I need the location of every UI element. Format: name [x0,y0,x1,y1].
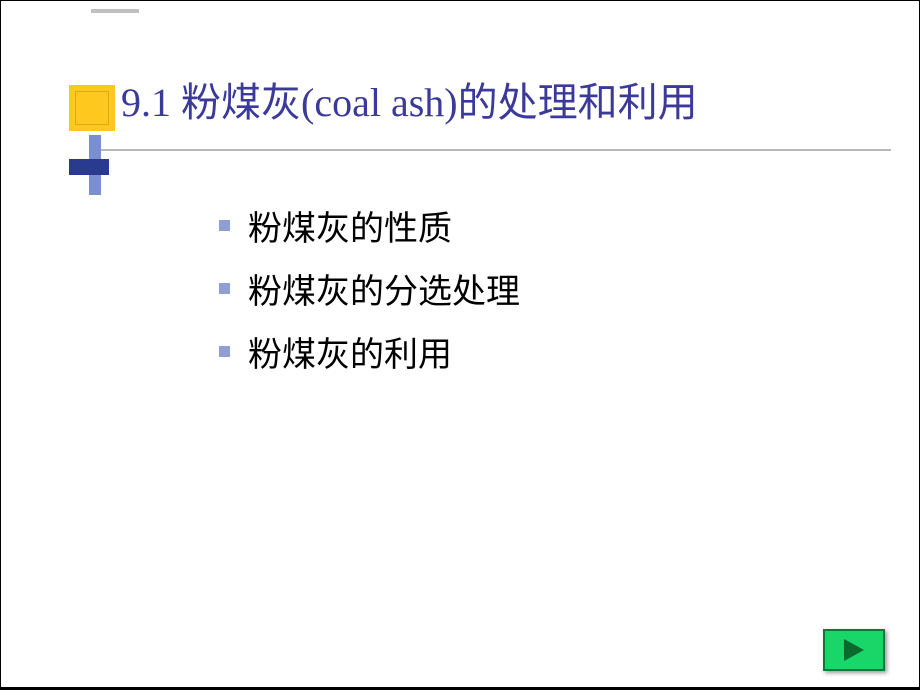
title-underline [101,149,891,151]
title-part1: 9.1 粉煤灰 [121,80,301,125]
slide: 9.1 粉煤灰(coal ash)的处理和利用 粉煤灰的性质 粉煤灰的分选处理 … [0,0,920,690]
title-part-en: (coal ash) [301,80,458,125]
slide-bottom-border [1,687,919,689]
slide-title: 9.1 粉煤灰(coal ash)的处理和利用 [121,79,881,127]
bullet-square-icon [219,346,230,357]
next-slide-button[interactable] [823,629,885,671]
list-item: 粉煤灰的利用 [219,327,819,376]
play-arrow-icon [844,639,864,661]
bullet-square-icon [219,283,230,294]
decoration-blue-horizontal-bar [69,159,109,175]
list-item-text: 粉煤灰的分选处理 [248,264,520,313]
bullet-list: 粉煤灰的性质 粉煤灰的分选处理 粉煤灰的利用 [219,201,819,390]
title-part2: 的处理和利用 [458,80,698,125]
list-item-text: 粉煤灰的利用 [248,327,452,376]
decoration-yellow-square-inner [75,91,109,125]
list-item-text: 粉煤灰的性质 [248,201,452,250]
list-item: 粉煤灰的分选处理 [219,264,819,313]
decoration-top-line [91,9,139,13]
list-item: 粉煤灰的性质 [219,201,819,250]
bullet-square-icon [219,220,230,231]
decoration-yellow-square [69,85,115,131]
